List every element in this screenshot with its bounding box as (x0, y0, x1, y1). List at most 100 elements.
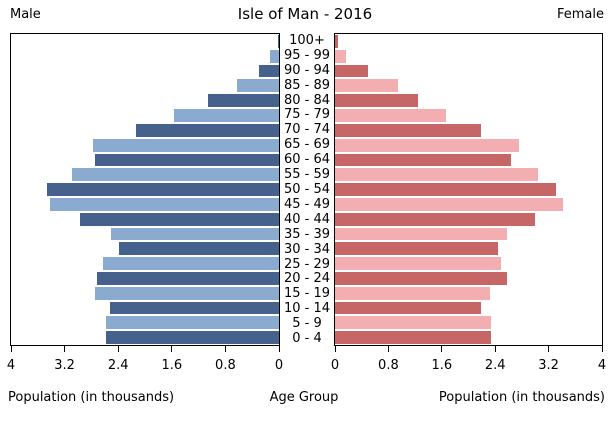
male-bar-row (11, 286, 279, 301)
female-bar (335, 257, 501, 270)
female-bar-row (335, 49, 602, 64)
age-group-label: 95 - 99 (283, 47, 331, 63)
age-group-label: 80 - 84 (283, 92, 331, 108)
axis-tick-label: 1.6 (161, 358, 183, 373)
female-bar (335, 138, 519, 152)
male-bar (270, 49, 279, 63)
male-bar (135, 123, 279, 137)
female-bar-row (335, 256, 602, 271)
male-bar (109, 301, 279, 315)
male-bar (110, 227, 279, 241)
age-group-label: 85 - 89 (283, 77, 331, 93)
male-bar (93, 138, 279, 152)
female-side-header: Female (556, 7, 604, 22)
age-group-label: 50 - 54 (283, 182, 331, 198)
female-bar (335, 331, 492, 345)
male-plot-area (10, 33, 280, 346)
age-group-label: 100+ (289, 32, 325, 48)
male-bar (95, 286, 279, 300)
male-bar (46, 183, 279, 196)
age-group-label: 55 - 59 (283, 167, 331, 183)
male-bar-row (11, 271, 279, 286)
male-bar (97, 272, 279, 285)
female-bar (335, 183, 556, 196)
axis-tick-label: 3.2 (54, 358, 75, 373)
male-bar (118, 242, 279, 256)
female-bar (335, 286, 490, 300)
male-bar-row (11, 34, 279, 49)
female-bar-row (335, 123, 602, 138)
female-bar-row (335, 241, 602, 256)
male-bar-row (11, 153, 279, 168)
male-bar (207, 94, 279, 108)
age-group-label: 35 - 39 (283, 226, 331, 242)
male-bar-row (11, 212, 279, 227)
age-group-label: 0 - 4 (292, 331, 322, 347)
male-bar (49, 197, 279, 211)
female-bar (335, 168, 538, 182)
age-group-label: 30 - 34 (283, 241, 331, 257)
axis-tick-label: 4 (597, 358, 607, 373)
female-bar (335, 227, 508, 241)
female-bar (335, 123, 482, 137)
female-bar (335, 79, 398, 93)
male-bar-row (11, 138, 279, 153)
age-group-axis-title: Age Group (269, 390, 339, 405)
axis-tick-label: 0.8 (215, 358, 236, 373)
female-bar-row (335, 197, 602, 212)
male-side-header: Male (10, 7, 41, 22)
axis-tick-label: 0 (330, 358, 340, 373)
female-x-axis-ticks: 0 0.8 1.6 2.4 3.2 4 (331, 346, 606, 376)
chart-title: Isle of Man - 2016 (237, 5, 373, 23)
female-bar (335, 153, 511, 167)
male-bar-row (11, 49, 279, 64)
female-bar (335, 49, 346, 63)
axis-tick (494, 346, 496, 352)
male-bar-row (11, 197, 279, 212)
male-bar-row (11, 315, 279, 330)
female-bar (335, 197, 563, 211)
male-x-axis-ticks: 4 3.2 2.4 1.6 0.8 0 (7, 346, 283, 376)
male-bar-row (11, 330, 279, 345)
male-bar (258, 64, 279, 78)
axis-tick (64, 346, 66, 352)
male-bar-row (11, 182, 279, 197)
female-bar (335, 212, 536, 226)
male-bar-row (11, 301, 279, 316)
male-bar (237, 79, 279, 93)
age-group-label: 5 - 9 (292, 316, 322, 332)
male-bar (80, 212, 279, 226)
male-bar (278, 35, 279, 48)
axis-tick (117, 346, 119, 352)
female-bar-row (335, 34, 602, 49)
axis-tick (10, 346, 12, 352)
male-bar-row (11, 227, 279, 242)
female-bar-row (335, 227, 602, 242)
axis-tick-label: 2.4 (484, 358, 506, 373)
age-group-label: 65 - 69 (283, 137, 331, 153)
age-group-label: 15 - 19 (283, 286, 331, 302)
male-bar (71, 168, 279, 182)
axis-tick (548, 346, 550, 352)
male-bar-row (11, 256, 279, 271)
female-bar (335, 301, 482, 315)
axis-tick (601, 346, 603, 352)
female-bar (335, 64, 369, 78)
male-bar-row (11, 64, 279, 79)
age-group-label: 40 - 44 (283, 211, 331, 227)
female-bar-row (335, 315, 602, 330)
axis-tick-label: 0 (274, 358, 284, 373)
male-bar-row (11, 123, 279, 138)
female-bar (335, 272, 508, 285)
female-bar-row (335, 138, 602, 153)
female-bar-row (335, 301, 602, 316)
female-bar-row (335, 212, 602, 227)
male-bar-row (11, 167, 279, 182)
age-group-label: 60 - 64 (283, 152, 331, 168)
axis-tick-label: 3.2 (538, 358, 559, 373)
female-bar-row (335, 78, 602, 93)
axis-tick (387, 346, 389, 352)
male-bar-row (11, 241, 279, 256)
male-bar-row (11, 78, 279, 93)
